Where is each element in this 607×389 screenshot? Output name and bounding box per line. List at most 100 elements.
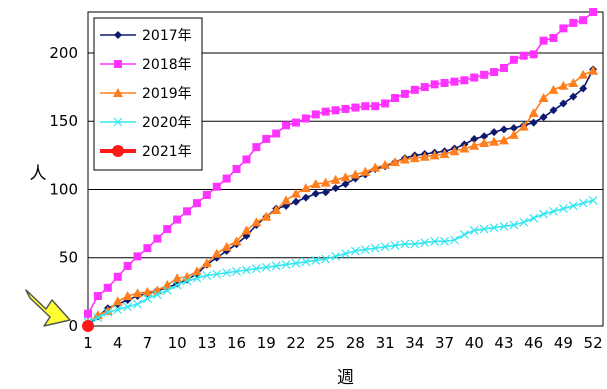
data-point (568, 201, 578, 211)
data-point (262, 134, 271, 143)
data-point (430, 236, 440, 246)
data-point (172, 273, 183, 283)
data-point (559, 24, 568, 33)
data-point (470, 73, 479, 82)
data-point (588, 195, 598, 205)
x-tick-label: 31 (376, 334, 395, 352)
data-point (410, 85, 419, 94)
data-point (310, 179, 321, 189)
data-point (281, 260, 291, 269)
data-point (370, 243, 380, 253)
data-point (320, 177, 331, 187)
data-point (480, 70, 489, 79)
series-2018年 (84, 8, 598, 318)
data-point (113, 117, 123, 127)
data-point (390, 241, 400, 250)
data-point (232, 266, 241, 276)
y-tick-label: 50 (59, 249, 78, 267)
data-point (182, 276, 192, 286)
data-point (529, 118, 538, 127)
data-point (498, 135, 509, 145)
data-point (143, 244, 152, 253)
y-tick-label: 100 (49, 180, 78, 198)
data-point (371, 102, 380, 111)
x-tick-label: 1 (83, 334, 93, 352)
data-point (360, 245, 370, 254)
data-point (579, 16, 588, 25)
data-point (301, 193, 310, 202)
data-point (529, 50, 538, 59)
x-tick-label: 22 (286, 334, 305, 352)
data-point (311, 110, 320, 119)
data-point (222, 268, 232, 278)
data-point (529, 213, 539, 223)
data-point (470, 134, 479, 143)
y-tick-label: 200 (49, 44, 78, 62)
data-point (113, 88, 123, 97)
data-point (331, 251, 341, 261)
data-point (490, 68, 499, 77)
data-point (133, 299, 142, 309)
data-point (539, 36, 548, 45)
data-point (202, 190, 211, 199)
data-point (559, 99, 568, 108)
data-point (93, 313, 103, 323)
data-point (519, 217, 529, 227)
data-point (420, 83, 429, 92)
data-point (509, 220, 519, 230)
x-tick-label: 13 (197, 334, 216, 352)
x-tick-label: 43 (494, 334, 513, 352)
legend-label: 2019年 (142, 86, 192, 102)
data-point (321, 188, 330, 197)
data-point (350, 246, 360, 256)
data-point (202, 271, 212, 280)
data-point (579, 84, 588, 93)
data-point (528, 108, 539, 118)
data-point (399, 154, 410, 164)
data-point (469, 140, 480, 150)
data-point (301, 257, 311, 267)
data-point (499, 221, 509, 231)
data-point (400, 89, 409, 98)
data-point (212, 182, 221, 191)
data-point (480, 132, 489, 141)
data-point (191, 266, 202, 276)
series-line (87, 11, 594, 315)
legend-label: 2021年 (142, 144, 192, 160)
data-point (251, 217, 262, 227)
data-point (112, 296, 123, 306)
data-point (440, 236, 449, 246)
data-point (252, 143, 261, 152)
data-point (370, 162, 381, 172)
x-tick-label: 10 (168, 334, 187, 352)
series-line (87, 199, 594, 323)
data-point (311, 189, 320, 198)
data-point (400, 239, 410, 249)
data-point (212, 269, 222, 279)
data-point (311, 256, 321, 265)
data-point (172, 280, 182, 290)
data-point (331, 184, 340, 193)
data-point (469, 226, 479, 235)
y-axis-title: 人 (30, 164, 47, 184)
series-2020年 (83, 195, 598, 327)
data-point (132, 288, 143, 298)
data-point (103, 307, 113, 317)
data-point (122, 290, 133, 300)
legend-item: 2019年 (100, 86, 192, 102)
legend-item: 2017年 (100, 28, 192, 44)
x-axis-title: 週 (337, 368, 354, 388)
data-point (499, 125, 508, 134)
data-point (360, 166, 371, 176)
data-point (82, 320, 94, 332)
data-point (103, 283, 112, 292)
data-point (133, 252, 142, 261)
x-tick-label: 49 (554, 334, 573, 352)
data-point (578, 198, 588, 208)
data-point (340, 172, 351, 182)
series-2019年 (83, 65, 599, 328)
legend-label: 2017年 (142, 28, 192, 44)
data-point (290, 188, 301, 198)
data-point (459, 143, 470, 153)
data-point (152, 290, 162, 300)
